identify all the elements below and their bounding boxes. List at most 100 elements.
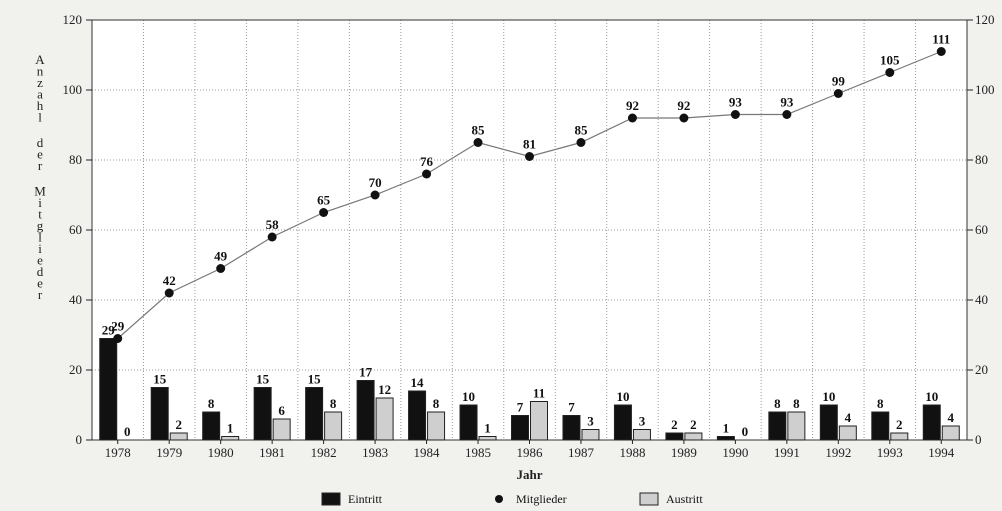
bar-value-label: 12 — [378, 382, 391, 397]
point-mitglieder — [319, 208, 329, 217]
point-mitglieder — [113, 334, 123, 343]
point-mitglieder — [679, 113, 689, 123]
point-value-label: 93 — [729, 95, 743, 110]
y-axis-label-char: a — [37, 87, 43, 102]
x-tick-label: 1982 — [311, 445, 337, 460]
legend-swatch-mitglieder — [495, 495, 503, 503]
y-tick-label-right: 40 — [975, 292, 988, 307]
x-tick-label: 1992 — [825, 445, 851, 460]
bar-value-label: 8 — [793, 396, 800, 411]
bar-value-label: 1 — [227, 421, 234, 436]
bar-austritt — [787, 411, 806, 441]
bar-austritt — [941, 425, 960, 441]
x-tick-label: 1986 — [517, 445, 544, 460]
bar-austritt — [684, 432, 703, 441]
y-axis-label-char: e — [37, 147, 43, 162]
x-tick-label: 1980 — [208, 445, 234, 460]
bar-value-label: 2 — [671, 417, 678, 432]
y-tick-label-left: 40 — [69, 292, 82, 307]
x-tick-label: 1981 — [259, 445, 285, 460]
bar-value-label: 8 — [877, 396, 884, 411]
bar-value-label: 7 — [568, 400, 575, 415]
legend-label-austritt: Austritt — [666, 492, 703, 506]
bar-austritt — [375, 397, 394, 441]
bar-value-label: 2 — [896, 417, 903, 432]
y-axis-label-char: e — [37, 276, 43, 291]
y-axis-label-char: h — [37, 98, 44, 113]
bar-value-label: 10 — [925, 389, 938, 404]
y-tick-label-left: 20 — [69, 362, 82, 377]
point-value-label: 105 — [880, 53, 900, 68]
legend-swatch-eintritt — [321, 492, 341, 506]
point-value-label: 92 — [677, 98, 690, 113]
bar-eintritt — [871, 411, 890, 441]
y-axis-label-char: e — [37, 253, 43, 268]
y-axis-label-char: d — [37, 135, 44, 150]
bar-value-label: 8 — [774, 396, 781, 411]
bar-eintritt — [819, 404, 838, 441]
y-tick-label-right: 20 — [975, 362, 988, 377]
y-axis-label-char: r — [38, 158, 43, 173]
bar-austritt — [530, 401, 548, 441]
y-axis-label-char: A — [35, 52, 45, 67]
bar-eintritt — [356, 380, 375, 441]
x-tick-label: 1989 — [671, 445, 697, 460]
bar-value-label: 2 — [175, 417, 182, 432]
point-value-label: 29 — [111, 319, 125, 334]
point-mitglieder — [164, 288, 174, 298]
point-value-label: 65 — [317, 193, 331, 208]
y-axis-label-char: g — [37, 218, 44, 233]
y-tick-label-right: 80 — [975, 152, 988, 167]
bar-eintritt — [768, 411, 787, 441]
bar-austritt — [581, 429, 600, 441]
x-tick-label: 1979 — [156, 445, 182, 460]
bar-austritt — [427, 411, 446, 441]
x-tick-label: 1988 — [619, 445, 645, 460]
point-mitglieder — [833, 89, 843, 98]
bar-value-label: 29 — [102, 323, 116, 338]
legend-label-eintritt: Eintritt — [348, 492, 383, 506]
bar-eintritt — [562, 415, 581, 441]
bar-eintritt — [665, 432, 684, 441]
point-value-label: 76 — [420, 154, 434, 169]
x-tick-label: 1978 — [105, 445, 131, 460]
bar-value-label: 1 — [723, 421, 730, 436]
point-mitglieder — [216, 264, 226, 273]
bar-eintritt — [202, 411, 221, 441]
bar-value-label: 10 — [462, 389, 475, 404]
y-tick-label-left: 120 — [63, 12, 83, 27]
bar-value-label: 3 — [639, 414, 646, 429]
point-value-label: 92 — [626, 98, 639, 113]
bar-value-label: 4 — [845, 410, 852, 425]
bar-value-label: 6 — [278, 403, 285, 418]
point-mitglieder — [422, 169, 432, 179]
bar-value-label: 0 — [124, 424, 131, 439]
point-mitglieder — [525, 152, 534, 161]
legend-swatch-austritt — [639, 492, 659, 506]
bar-value-label: 8 — [433, 396, 440, 411]
bar-value-label: 8 — [330, 396, 337, 411]
bar-value-label: 11 — [533, 386, 545, 401]
point-value-label: 58 — [266, 217, 280, 232]
bar-austritt — [838, 425, 857, 441]
point-mitglieder — [576, 138, 586, 147]
bar-austritt — [324, 411, 343, 441]
point-value-label: 99 — [832, 74, 846, 89]
bar-austritt — [632, 429, 651, 441]
y-axis-label-char: t — [38, 207, 42, 222]
y-axis-label-char: r — [38, 287, 43, 302]
y-axis-label-char: i — [38, 195, 42, 210]
bar-austritt — [221, 436, 240, 441]
x-tick-label: 1987 — [568, 445, 595, 460]
x-tick-label: 1984 — [414, 445, 441, 460]
bar-eintritt — [922, 404, 941, 441]
bar-value-label: 15 — [153, 372, 167, 387]
x-tick-label: 1990 — [722, 445, 748, 460]
point-value-label: 42 — [163, 273, 176, 288]
y-tick-label-right: 60 — [975, 222, 988, 237]
y-tick-label-right: 100 — [975, 82, 995, 97]
bar-value-label: 8 — [208, 396, 215, 411]
bar-value-label: 10 — [822, 389, 835, 404]
bar-eintritt — [716, 436, 735, 441]
